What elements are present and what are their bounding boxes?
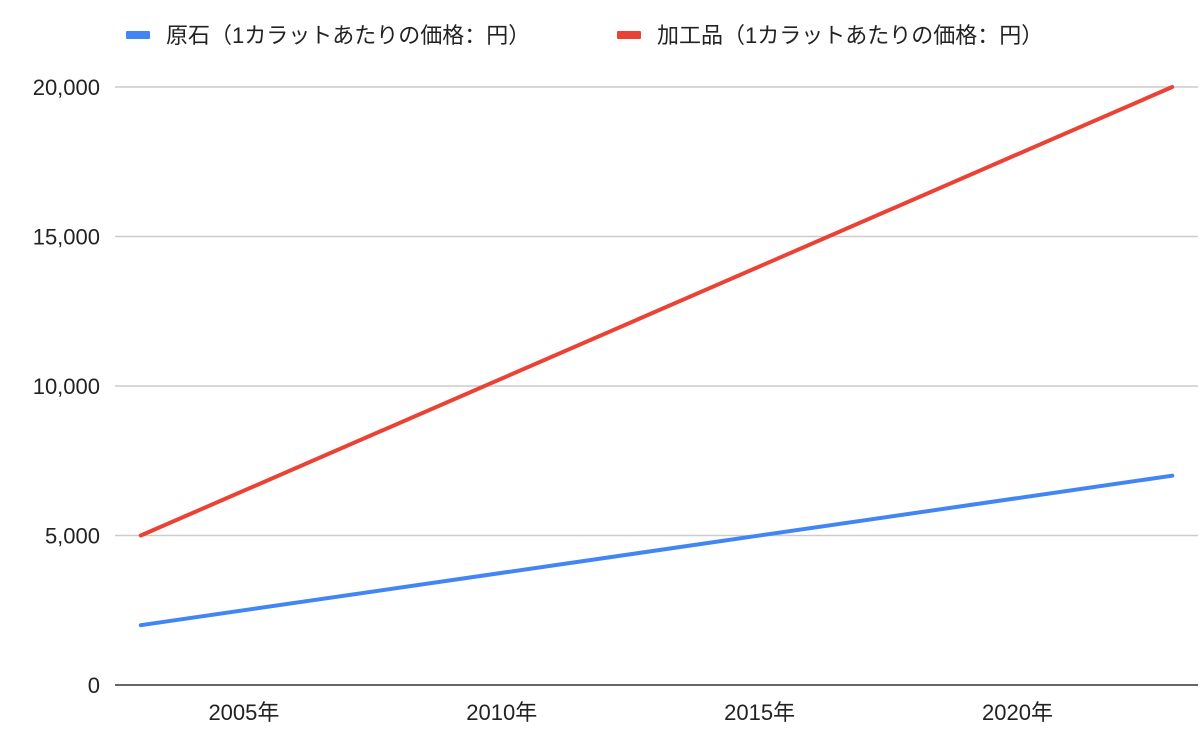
legend-item-0: 原石（1カラットあたりの価格：円） <box>126 23 530 48</box>
y-tick-label: 0 <box>88 673 100 698</box>
legend-label: 加工品（1カラットあたりの価格：円） <box>657 23 1043 48</box>
series-line-0 <box>138 473 1175 628</box>
y-axis-ticks: 0 5,000 10,000 15,000 20,000 <box>33 75 100 698</box>
legend: 原石（1カラットあたりの価格：円） 加工品（1カラットあたりの価格：円） <box>126 23 1043 48</box>
legend-label: 原石（1カラットあたりの価格：円） <box>166 23 530 48</box>
legend-swatch <box>617 31 641 39</box>
x-tick-label: 2020年 <box>982 700 1053 725</box>
x-tick-label: 2005年 <box>208 700 279 725</box>
x-axis-ticks: 2005年 2010年 2015年 2020年 <box>208 700 1053 725</box>
y-tick-label: 10,000 <box>33 374 100 399</box>
x-tick-label: 2010年 <box>466 700 537 725</box>
x-tick-label: 2015年 <box>724 700 795 725</box>
legend-item-1: 加工品（1カラットあたりの価格：円） <box>617 23 1043 48</box>
y-tick-label: 15,000 <box>33 225 100 250</box>
series-lines <box>138 85 1175 628</box>
legend-swatch <box>126 31 150 39</box>
gridlines <box>115 86 1198 537</box>
series-line-1 <box>138 85 1175 538</box>
y-tick-label: 20,000 <box>33 75 100 100</box>
y-tick-label: 5,000 <box>45 524 100 549</box>
